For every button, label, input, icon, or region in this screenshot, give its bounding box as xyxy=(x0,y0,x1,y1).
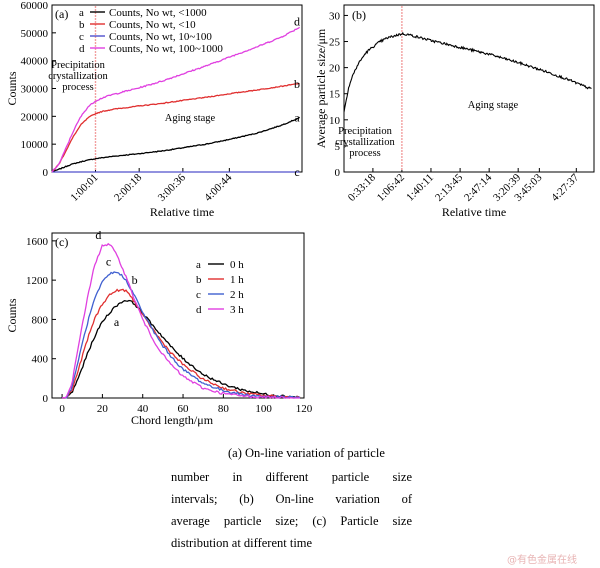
chart-c-ytick-label: 0 xyxy=(43,393,49,405)
chart-c-legend-label-a: 0 h xyxy=(230,259,244,271)
chart-c-legend-letter-b: b xyxy=(196,274,202,286)
chart-a-series-d xyxy=(51,26,301,173)
chart-c-ylabel: Counts xyxy=(5,298,19,332)
chart-b-annotation-precipitation: Precipitation xyxy=(338,126,392,137)
chart-c-series-label-d: d xyxy=(95,228,101,242)
chart-a-annotation-process: process xyxy=(62,82,94,93)
chart-c-legend-label-c: 2 h xyxy=(230,289,244,301)
chart-b-series xyxy=(343,31,592,113)
chart-a-xtick-label: 2:00:18 xyxy=(112,171,145,204)
chart-b-frame xyxy=(343,4,595,173)
chart-a-annotation-crystallization: crystallization xyxy=(48,71,108,82)
chart-c-series-c xyxy=(62,271,301,400)
chart-c-legend-letter-a: a xyxy=(196,259,201,271)
caption-line-5: distribution at different time xyxy=(171,536,313,550)
chart-a-xtick-label: 3:00:36 xyxy=(156,171,189,204)
chart-a-ytick-label: 50000 xyxy=(21,28,49,40)
chart-a-legend-letter-a: a xyxy=(79,7,84,19)
chart-a-ylabel: Counts xyxy=(5,71,19,105)
chart-b-annotation-aging: Aging stage xyxy=(468,100,519,111)
chart-a-ytick-label: 30000 xyxy=(21,84,49,96)
chart-b-annotation-process: process xyxy=(349,148,381,159)
watermark: @有色金属在线 xyxy=(507,555,577,566)
chart-c-xtick-label: 80 xyxy=(218,403,230,415)
chart-c-series-d xyxy=(61,242,300,399)
chart-a-xtick-label: 1:00:01 xyxy=(68,172,100,204)
chart-b-xtick-label: 2:47:14 xyxy=(462,171,495,204)
chart-c-xtick-label: 60 xyxy=(178,403,190,415)
chart-a-xtick-label: 4:00:44 xyxy=(202,171,235,204)
chart-a-ytick-label: 20000 xyxy=(21,111,49,123)
chart-b-ytick-label: 10 xyxy=(329,115,341,127)
chart-a-legend-letter-d: d xyxy=(79,43,85,55)
chart-b-ytick-label: 15 xyxy=(329,89,341,101)
chart-a-legend-label-d: Counts, No wt, 100~1000 xyxy=(109,43,223,55)
chart-c-legend-letter-c: c xyxy=(196,289,201,301)
chart-b-xtick-label: 2:13:45 xyxy=(433,171,466,204)
chart-a-series-a xyxy=(51,116,301,173)
chart-c-panel-label: (c) xyxy=(55,235,68,249)
chart-b-ytick-label: 25 xyxy=(329,37,341,49)
chart-b-ylabel: Average particle size/μm xyxy=(314,28,328,148)
chart-a-legend-letter-c: c xyxy=(79,31,84,43)
chart-b-ytick-label: 20 xyxy=(329,63,341,75)
chart-c-xtick-label: 100 xyxy=(255,403,272,415)
chart-b-xtick-label: 4:27:37 xyxy=(549,171,582,204)
chart-c-frame xyxy=(51,232,305,399)
chart-a-series-label-d: d xyxy=(294,14,300,28)
chart-c-legend-label-d: 3 h xyxy=(230,304,244,316)
chart-c-ytick-label: 800 xyxy=(32,314,49,326)
caption-line-4: average particle size; (c) Particle size xyxy=(171,514,412,528)
chart-b-xtick-label: 1:40:11 xyxy=(404,172,436,204)
caption-line-1: (a) On-line variation of particle xyxy=(228,446,385,460)
chart-a-ytick-label: 10000 xyxy=(21,139,49,151)
chart-c-ytick-label: 1200 xyxy=(26,275,49,287)
chart-a-annotation-precipitation: Precipitation xyxy=(51,60,105,71)
chart-c-xtick-label: 120 xyxy=(296,403,313,415)
chart-c-ytick-label: 400 xyxy=(32,354,49,366)
chart-c-series-b xyxy=(62,288,301,399)
chart-c-series-label-b: b xyxy=(132,273,138,287)
chart-c-series-label-c: c xyxy=(106,254,111,268)
chart-b-ytick-label: 30 xyxy=(329,10,341,22)
chart-b-annotation-crystallization: crystallization xyxy=(335,137,395,148)
chart-a-legend-label-a: Counts, No wt, <1000 xyxy=(109,7,207,19)
chart-c-xtick-label: 40 xyxy=(137,403,149,415)
chart-a-ytick-label: 40000 xyxy=(21,56,49,68)
chart-a-series-label-b: b xyxy=(294,77,300,91)
chart-c-series-label-a: a xyxy=(114,315,120,329)
chart-a-xlabel: Relative time xyxy=(150,205,214,219)
chart-c-series-a xyxy=(62,299,301,399)
chart-b-xtick-label: 0:33:18 xyxy=(346,171,379,204)
chart-a-ytick-label: 0 xyxy=(43,167,49,179)
chart-c-xtick-label: 0 xyxy=(59,403,65,415)
chart-a-legend-letter-b: b xyxy=(79,19,85,31)
chart-b-xtick-label: 1:06:42 xyxy=(375,172,407,204)
chart-c-ytick-label: 1600 xyxy=(26,236,49,248)
chart-c-xlabel: Chord length/μm xyxy=(131,413,214,427)
chart-a-legend-label-b: Counts, No wt, <10 xyxy=(109,19,196,31)
chart-a-annotation-aging: Aging stage xyxy=(165,113,216,124)
chart-c-legend-letter-d: d xyxy=(196,304,202,316)
chart-a-series-b xyxy=(51,82,300,173)
chart-a-panel-label: (a) xyxy=(55,7,68,21)
chart-c-legend-label-b: 1 h xyxy=(230,274,244,286)
chart-a-series-label-c: c xyxy=(294,165,299,179)
chart-b-panel-label: (b) xyxy=(352,8,366,22)
caption-line-2: number in different particle size xyxy=(171,470,412,484)
chart-b-ytick-label: 5 xyxy=(335,141,341,153)
caption-line-3: intervals; (b) On-line variation of xyxy=(171,492,412,506)
chart-a-legend-label-c: Counts, No wt, 10~100 xyxy=(109,31,212,43)
chart-c-xtick-label: 20 xyxy=(97,403,109,415)
chart-a-ytick-label: 60000 xyxy=(21,0,49,12)
chart-b-xlabel: Relative time xyxy=(442,205,506,219)
chart-a-series-label-a: a xyxy=(294,110,300,124)
chart-b-ytick-label: 0 xyxy=(335,167,341,179)
